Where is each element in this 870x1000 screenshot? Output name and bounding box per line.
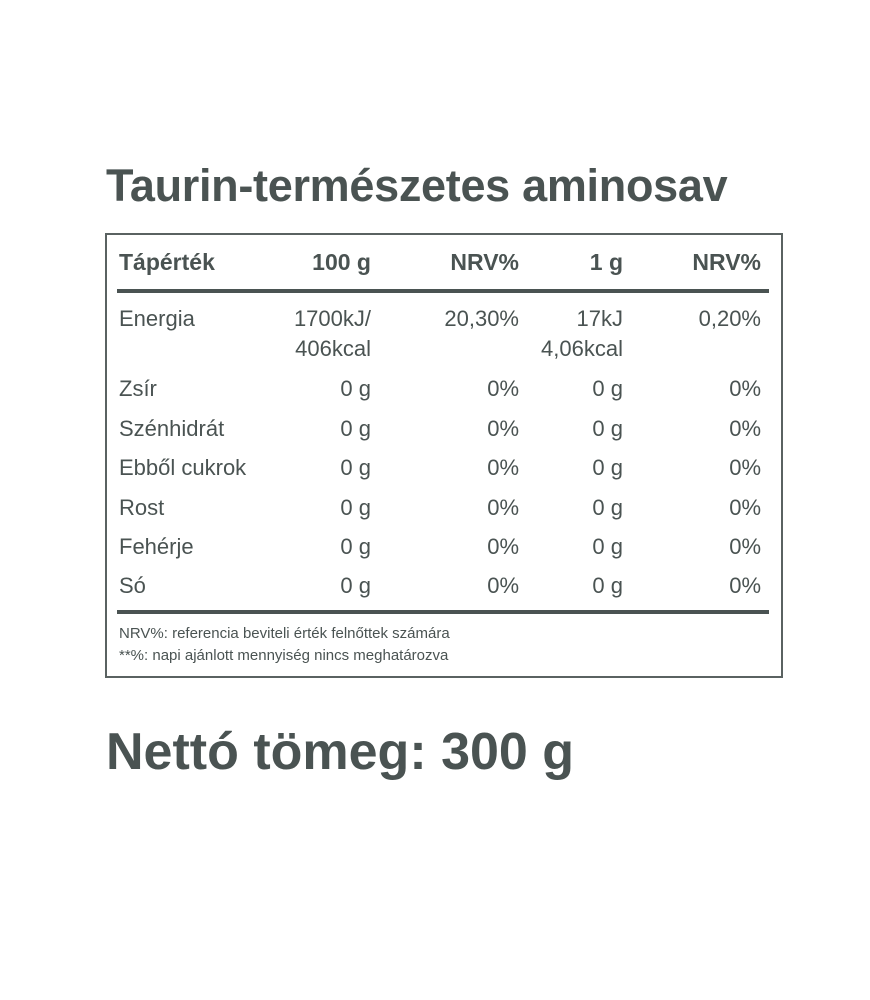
nutrition-table: Tápérték 100 g NRV% 1 g NRV% Energia 1700… [105,233,783,678]
value-100g: 1700kJ/406kcal [294,304,371,364]
line: 406kcal [295,336,371,361]
nutrient-name: Szénhidrát [119,416,225,441]
value-1g: 0 g [592,416,623,441]
footnote: **%: napi ajánlott mennyiség nincs megha… [119,647,449,664]
footer-divider [117,610,769,614]
value-100g: 0 g [340,416,371,441]
nrv-100g: 0% [487,416,519,441]
nrv-100g: 0% [487,573,519,598]
value-1g: 17kJ 4,06kcal [541,304,623,364]
nutrient-name: Zsír [119,376,157,401]
header-nutrient: Tápérték [119,249,215,275]
nutrient-name: Fehérje [119,534,194,559]
value-100g: 0 g [340,534,371,559]
nrv-1g: 0,20% [698,306,761,331]
header-100g: 100 g [312,249,371,275]
nrv-1g: 0% [729,495,761,520]
footnote: NRV%: referencia beviteli érték felnőtte… [119,625,450,642]
value-1g: 0 g [592,376,623,401]
header-nrv-1g: NRV% [692,249,761,275]
nrv-1g: 0% [729,376,761,401]
value-100g: 0 g [340,573,371,598]
nrv-100g: 0% [487,455,519,480]
header-1g: 1 g [589,249,623,275]
nutrient-name: Ebből cukrok [119,455,247,480]
header-nrv-100g: NRV% [450,249,519,275]
nrv-100g: 0% [487,495,519,520]
value-1g: 0 g [592,573,623,598]
line: 1700kJ/ [293,306,371,331]
nutrient-name: Rost [119,495,165,520]
nrv-1g: 0% [729,534,761,559]
line: 17kJ [576,306,623,331]
nrv-1g: 0% [729,416,761,441]
value-100g: 0 g [340,376,371,401]
nrv-100g: 0% [487,376,519,401]
value-1g: 0 g [592,495,623,520]
nrv-1g: 0% [729,455,761,480]
nrv-1g: 0% [729,573,761,598]
nutrient-name: Só [119,573,146,598]
value-1g: 0 g [592,455,623,480]
value-100g: 0 g [340,455,371,480]
nrv-100g: 20,30% [444,306,519,331]
header-divider [117,289,769,293]
line: 4,06kcal [541,336,623,361]
value-1g: 0 g [592,534,623,559]
value-100g: 0 g [340,495,371,520]
net-weight: Nettó tömeg: 300 g [106,723,575,781]
nutrient-name: Energia [119,306,195,331]
product-title: Taurin-természetes aminosav [106,160,728,211]
nrv-100g: 0% [487,534,519,559]
